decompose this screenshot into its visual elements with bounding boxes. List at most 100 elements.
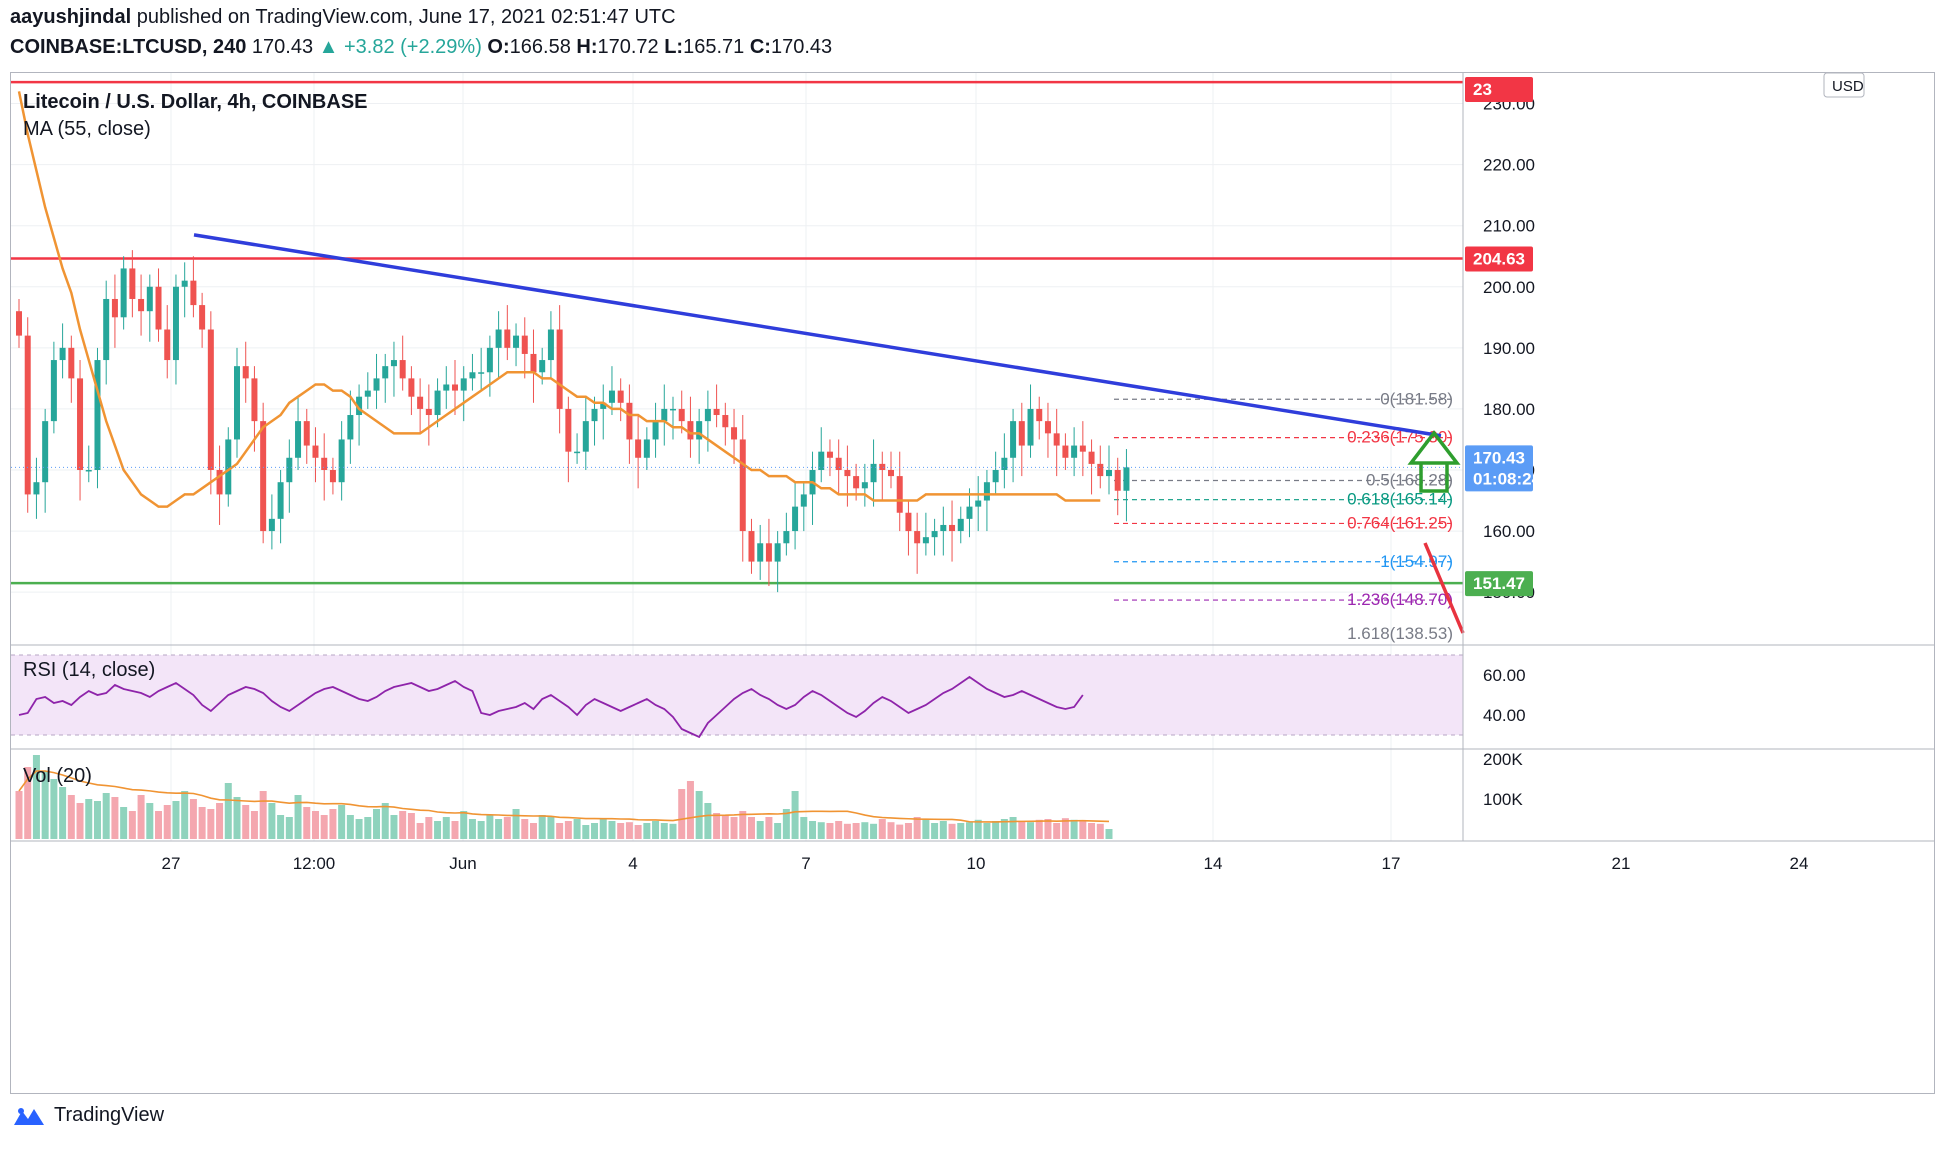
volume-bar	[730, 817, 738, 839]
time-axis-label: 21	[1612, 854, 1631, 873]
candle-body	[452, 384, 458, 391]
volume-bar	[957, 823, 965, 839]
volume-bar	[747, 817, 755, 839]
volume-bar	[965, 822, 973, 839]
volume-bar	[1079, 821, 1087, 839]
price-axis-label: 180.00	[1483, 400, 1535, 419]
time-axis-label: 10	[967, 854, 986, 873]
volume-bar	[76, 803, 84, 839]
candle-body	[635, 439, 642, 458]
candle-body	[356, 396, 363, 416]
candle-body	[268, 518, 275, 532]
candle-body	[1062, 445, 1069, 458]
candle-body	[547, 329, 554, 361]
volume-ma-line	[18, 770, 1110, 823]
volume-bar	[634, 825, 642, 839]
volume-bar	[1018, 821, 1026, 839]
candle-body	[678, 408, 685, 422]
volume-bar	[102, 793, 110, 839]
ma55-line	[17, 91, 1101, 508]
candle-body	[704, 408, 711, 422]
candle-body	[731, 427, 738, 440]
volume-bar	[224, 783, 232, 839]
volume-bar	[390, 815, 398, 839]
chart-canvas[interactable]: 0(181.58)0.236(175.30)0.5(168.28)0.618(1…	[11, 72, 1934, 1093]
volume-bar	[1105, 829, 1113, 839]
fib-level-label: 0.618(165.14)	[1347, 490, 1453, 509]
candle-body	[774, 543, 781, 562]
volume-bar	[1096, 823, 1104, 839]
volume-bar	[268, 803, 276, 839]
volume-bar	[939, 821, 947, 839]
volume-bar	[538, 815, 546, 839]
candle-body	[68, 347, 75, 379]
volume-bar	[59, 787, 67, 839]
volume-bar	[992, 821, 1000, 839]
volume-axis-label: 200K	[1483, 750, 1523, 769]
volume-bar	[1044, 819, 1052, 839]
price-badge-text: 170.43	[1473, 448, 1525, 467]
volume-bar	[503, 817, 511, 839]
volume-bar	[120, 807, 128, 839]
candle-body	[722, 415, 729, 428]
candle-body	[504, 329, 511, 348]
candle-body	[312, 445, 319, 458]
close-label: C:	[749, 36, 771, 58]
volume-bar	[1000, 819, 1008, 839]
volume-bar	[591, 823, 599, 839]
volume-bar	[468, 819, 476, 839]
candle-body	[1079, 445, 1086, 452]
volume-bar	[843, 823, 851, 839]
candle-body	[574, 451, 581, 454]
volume-bar	[146, 803, 154, 839]
currency-button[interactable]: USD	[1823, 72, 1865, 98]
candle-body	[1036, 408, 1043, 422]
candle-body	[251, 378, 258, 422]
publisher-name[interactable]: aayushjindal	[10, 6, 132, 28]
candle-body	[85, 469, 92, 472]
candle-body	[765, 543, 772, 562]
volume-bar	[713, 813, 721, 839]
volume-bar	[556, 823, 564, 839]
volume-bar	[1070, 819, 1078, 839]
chart-frame[interactable]: 0(181.58) 0.236(175.30) 0.5(168.28) 0.618(1…	[10, 72, 1935, 1094]
volume-bar	[32, 755, 40, 839]
footer-brand[interactable]: TradingView	[12, 1104, 164, 1127]
low-value: 165.71	[683, 36, 745, 58]
candle-body	[478, 372, 485, 374]
volume-bar	[303, 807, 311, 839]
time-axis-label: 24	[1790, 854, 1809, 873]
candle-body	[181, 280, 188, 287]
rsi-axis-label: 60.00	[1483, 666, 1526, 685]
candle-body	[77, 378, 84, 470]
candle-body	[364, 390, 371, 397]
volume-bar	[652, 821, 660, 839]
volume-bar	[1061, 818, 1069, 839]
ma-indicator-label: MA (55, close)	[23, 118, 151, 140]
rsi-line	[18, 675, 1084, 739]
candle-body	[408, 378, 415, 397]
volume-bar	[495, 819, 503, 839]
candle-body	[1027, 408, 1034, 446]
price-badge-text: 204.63	[1473, 249, 1525, 268]
candle-body	[138, 298, 145, 312]
volume-pane	[15, 755, 1113, 839]
volume-bar	[189, 799, 197, 839]
volume-bar	[320, 815, 328, 839]
volume-bar	[800, 817, 808, 839]
symbol-info-bar: COINBASE:LTCUSD, 240 170.43 ▲ +3.82 (+2.…	[10, 36, 832, 59]
volume-bar	[564, 821, 572, 839]
volume-bar	[870, 823, 878, 839]
candle-body	[800, 494, 807, 507]
candle-body	[94, 360, 101, 470]
volume-bar	[1009, 817, 1017, 839]
candle-body	[957, 518, 964, 532]
volume-bar	[50, 779, 58, 839]
volume-bar	[181, 791, 189, 839]
candle-body	[1018, 421, 1025, 446]
candle-body	[434, 390, 441, 416]
price-change: ▲ +3.82 (+2.29%)	[318, 36, 482, 58]
volume-bar	[207, 809, 215, 839]
volume-bar	[416, 823, 424, 839]
volume-bar	[643, 823, 651, 839]
